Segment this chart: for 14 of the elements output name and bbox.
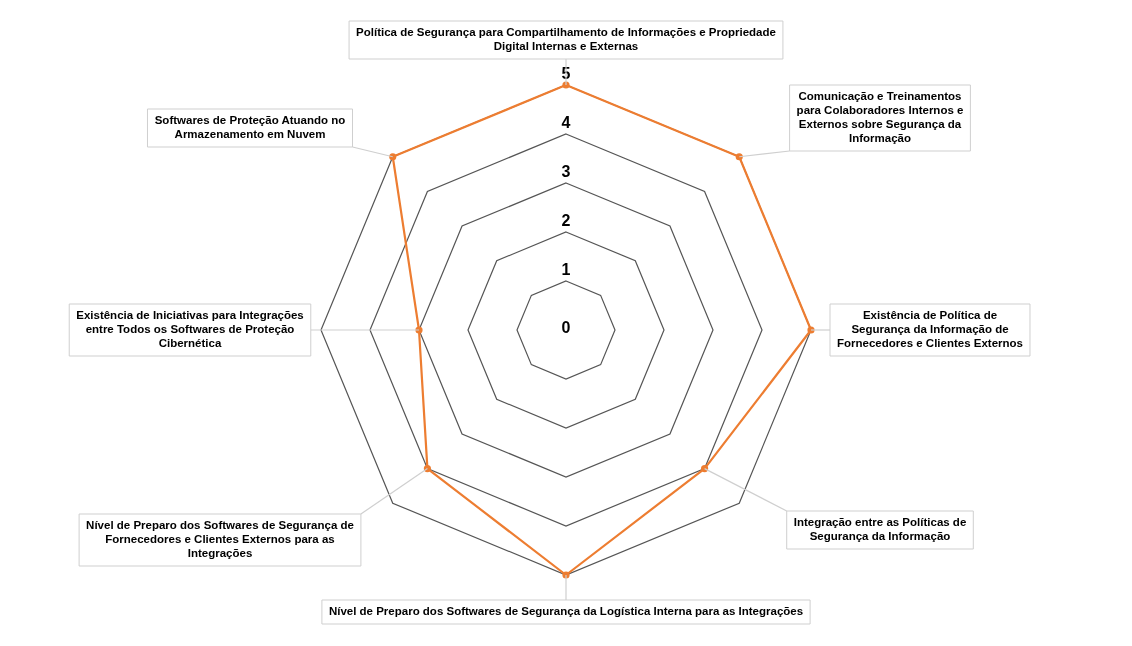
y-tick-label: 4 [561,114,571,132]
y-tick-label: 0 [561,319,571,337]
y-tick-label: 3 [561,163,571,181]
y-tick-label: 1 [561,261,571,279]
spoke-label: Política de Segurança para Compartilhamento de Informações e Propriedade Digital Internas e Externas [356,26,776,53]
spoke-label: Nível de Preparo dos Softwares de Segurança da Logística Interna para as Integrações [328,605,804,618]
spoke-label: Comunicação e Treinamentos para Colaboradores Internos e Externos sobre Segurança da Informação [796,90,964,145]
spoke-label: Existência de Política de Segurança da Informação de Fornecedores e Clientes Externos [837,309,1023,350]
spoke-label: Existência de Iniciativas para Integrações entre Todos os Softwares de Proteção Cibernética [76,309,304,350]
spoke-label: Softwares de Proteção Atuando no Armazenamento em Nuvem [154,114,346,141]
spoke-label: Integração entre as Políticas de Segurança da Informação [793,516,967,543]
y-tick-label: 2 [561,212,571,230]
spoke-label: Nível de Preparo dos Softwares de Segurança de Fornecedores e Clientes Externos para as Integrações [86,519,354,560]
y-tick-label: 5 [561,65,571,83]
